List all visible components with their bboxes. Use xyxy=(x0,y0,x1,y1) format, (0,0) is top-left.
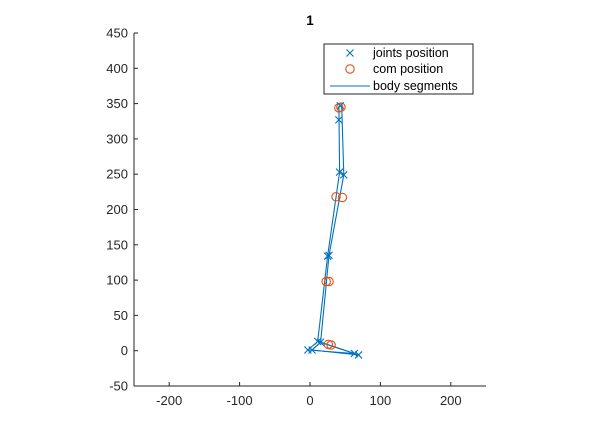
joint-marker-stroke xyxy=(313,337,322,346)
joint-marker xyxy=(336,101,345,110)
com-markers-group xyxy=(321,102,348,350)
legend-com-icon xyxy=(345,64,355,74)
y-tick-label: 350 xyxy=(106,96,128,111)
joint-marker xyxy=(339,171,348,179)
chart-title: 1 xyxy=(306,13,314,28)
joint-markers-group xyxy=(303,101,363,359)
joint-marker-stroke xyxy=(339,171,348,179)
com-marker xyxy=(336,102,346,112)
x-tick-label: -200 xyxy=(156,393,182,408)
joint-marker xyxy=(325,251,333,260)
com-marker xyxy=(331,192,341,202)
joint-marker-stroke xyxy=(316,338,325,347)
x-tick-label: -100 xyxy=(227,393,253,408)
joint-marker xyxy=(335,168,344,176)
joint-marker-stroke xyxy=(354,351,363,359)
com-marker xyxy=(337,192,348,203)
legend-joints-icon xyxy=(346,49,354,57)
joint-marker-stroke xyxy=(335,168,344,176)
y-tick-label: -50 xyxy=(109,379,128,394)
com-marker xyxy=(321,276,331,287)
joint-marker-stroke xyxy=(308,346,317,354)
com-marker xyxy=(324,276,334,287)
y-tick-label: 400 xyxy=(106,61,128,76)
y-tick-label: 150 xyxy=(106,237,128,252)
y-tick-label: 300 xyxy=(106,131,128,146)
joint-marker-stroke xyxy=(350,349,359,358)
legend: joints position com position body segmen… xyxy=(323,43,474,95)
y-tick-label: 50 xyxy=(114,308,128,323)
joint-marker-stroke xyxy=(325,251,333,260)
body-segment-line xyxy=(320,341,355,355)
y-tick-label: 250 xyxy=(106,167,128,182)
y-tick-label: 200 xyxy=(106,202,128,217)
joint-marker xyxy=(350,349,359,358)
y-tick-label: 100 xyxy=(106,273,128,288)
com-marker xyxy=(326,340,336,350)
joint-marker xyxy=(308,346,317,354)
joint-marker xyxy=(316,338,325,347)
joint-marker xyxy=(313,337,322,346)
joint-marker xyxy=(334,115,343,124)
legend-label-joints: joints position xyxy=(372,46,449,60)
y-tick-label: 450 xyxy=(106,26,128,41)
x-tick-label: 0 xyxy=(306,393,313,408)
body-segment-line xyxy=(312,349,359,356)
x-tick-label: 200 xyxy=(440,393,462,408)
x-tick-label: 100 xyxy=(370,393,392,408)
y-tick-label: 0 xyxy=(121,343,128,358)
legend-label-segments: body segments xyxy=(373,79,458,93)
joint-marker xyxy=(354,351,363,359)
joint-marker-stroke xyxy=(334,115,343,124)
legend-label-com: com position xyxy=(373,62,443,76)
joint-marker-stroke xyxy=(336,101,345,110)
axes: -200 -100 0 100 200 -50 0 50 100 150 200 250 300 350 4… xyxy=(106,26,486,408)
